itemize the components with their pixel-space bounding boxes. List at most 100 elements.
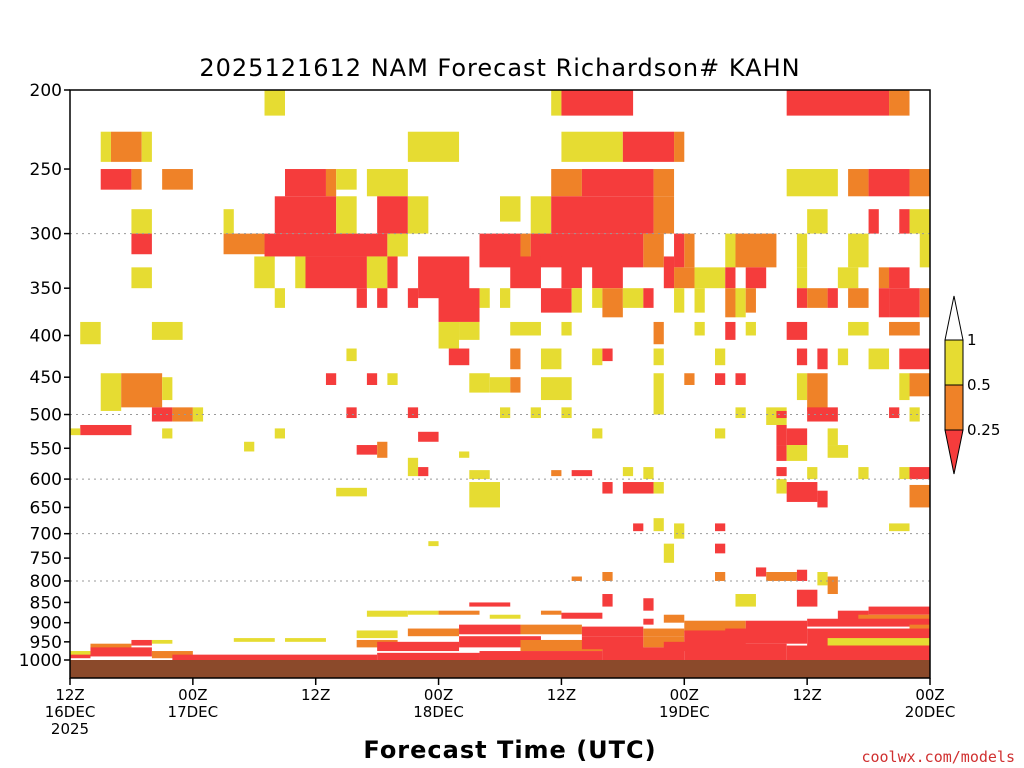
ri-cell: [653, 196, 675, 234]
ri-cell: [540, 348, 562, 370]
y-tick-label: 350: [30, 279, 62, 299]
colorbar-level-label: 0.5: [967, 376, 991, 394]
ri-cell: [377, 196, 408, 234]
ri-cell: [162, 428, 173, 439]
ri-cell: [592, 288, 603, 308]
ri-cell: [796, 267, 808, 289]
ri-cell: [735, 373, 746, 385]
ri-cell: [581, 169, 654, 197]
y-tick-label: 400: [30, 326, 62, 346]
ri-cell: [786, 90, 890, 116]
ri-cell: [796, 569, 808, 581]
y-tick-label: 300: [30, 225, 62, 245]
colorbar-bottom-arrow: [944, 429, 964, 475]
y-tick-label: 550: [30, 439, 62, 459]
ri-cell: [561, 612, 603, 619]
ri-cell: [827, 576, 838, 595]
ri-cell: [786, 169, 838, 197]
ri-cell: [356, 445, 378, 455]
y-axis: 200 250 300 350 400 450 500 550 600 650 700 750 8008…: [19, 81, 70, 671]
ri-cell: [899, 373, 910, 401]
ri-cell: [725, 267, 736, 289]
ri-cell: [407, 288, 419, 308]
colorbar-level-label: 1: [967, 331, 977, 349]
x-tick-label: 18DEC: [413, 703, 464, 721]
ri-cell: [581, 636, 644, 650]
ri-cell: [899, 467, 910, 480]
ri-cell: [438, 610, 480, 615]
ri-cell: [469, 602, 511, 607]
ri-cell: [407, 196, 429, 234]
ri-cell: [776, 445, 787, 461]
ri-cell: [285, 169, 326, 197]
ri-cell: [377, 441, 388, 458]
ri-cell: [366, 256, 388, 289]
ri-cell: [725, 628, 808, 644]
credit-link[interactable]: coolwx.com/models: [861, 748, 1015, 766]
ri-cell: [889, 407, 900, 419]
ri-cell: [674, 288, 685, 313]
ri-cell: [336, 169, 357, 190]
ri-cell: [807, 618, 930, 627]
ri-cell: [90, 647, 152, 657]
ri-cell: [766, 572, 797, 581]
x-tick-label: 00Z: [915, 686, 944, 704]
ri-cell: [602, 288, 623, 318]
ri-cell: [786, 321, 808, 340]
ri-cell: [878, 288, 890, 318]
ri-cell: [551, 169, 582, 197]
x-axis-label: Forecast Time (UTC): [363, 736, 656, 764]
ri-cell: [377, 288, 388, 308]
ri-cell: [295, 256, 306, 289]
ri-cell: [653, 482, 664, 494]
ri-cell: [919, 233, 930, 268]
ri-cell: [223, 233, 265, 255]
ri-cell: [858, 614, 930, 621]
ri-cell: [131, 267, 152, 289]
ri-cell: [561, 407, 572, 419]
ri-cell: [264, 233, 388, 257]
ri-cell: [151, 639, 173, 644]
ri-cell: [899, 209, 910, 234]
ri-cell: [520, 233, 531, 268]
ri-cell: [715, 373, 726, 385]
ri-cell: [274, 428, 285, 439]
ri-cell: [510, 348, 521, 370]
ri-cell: [909, 209, 930, 234]
ri-cell: [551, 90, 562, 116]
colorbar-level-label: 0.25: [967, 421, 1000, 439]
ri-cell: [100, 373, 122, 411]
x-tick-label: 12Z: [792, 686, 821, 704]
y-tick-label: 1000: [19, 651, 62, 671]
ri-cell: [592, 428, 603, 439]
ri-cell: [674, 267, 695, 289]
ri-cell: [827, 445, 849, 458]
ri-cell: [663, 256, 675, 289]
ri-cell: [469, 470, 490, 480]
ri-cell: [428, 541, 439, 547]
ri-cell: [540, 610, 562, 615]
ri-cell: [837, 348, 849, 366]
ri-cell: [602, 594, 613, 607]
ri-cell: [489, 614, 521, 619]
ri-cell: [70, 651, 91, 657]
ri-cell: [305, 256, 367, 289]
ri-cell: [602, 348, 613, 362]
ri-cell: [520, 639, 603, 652]
ri-cell: [817, 572, 828, 586]
ri-cell: [121, 373, 163, 408]
ri-cell: [407, 610, 439, 615]
x-tick-label: 16DEC: [45, 703, 96, 721]
ri-cell: [807, 288, 828, 308]
ri-cell: [540, 377, 572, 401]
ri-cell: [479, 651, 603, 660]
ri-cell: [653, 321, 664, 345]
ri-cell: [459, 451, 470, 458]
ri-cell: [889, 90, 910, 116]
x-tick-label: 00Z: [424, 686, 453, 704]
ri-cell: [735, 594, 756, 607]
ri-cell: [643, 628, 685, 637]
y-tick-label: 950: [30, 633, 62, 653]
ri-cell: [786, 428, 808, 446]
